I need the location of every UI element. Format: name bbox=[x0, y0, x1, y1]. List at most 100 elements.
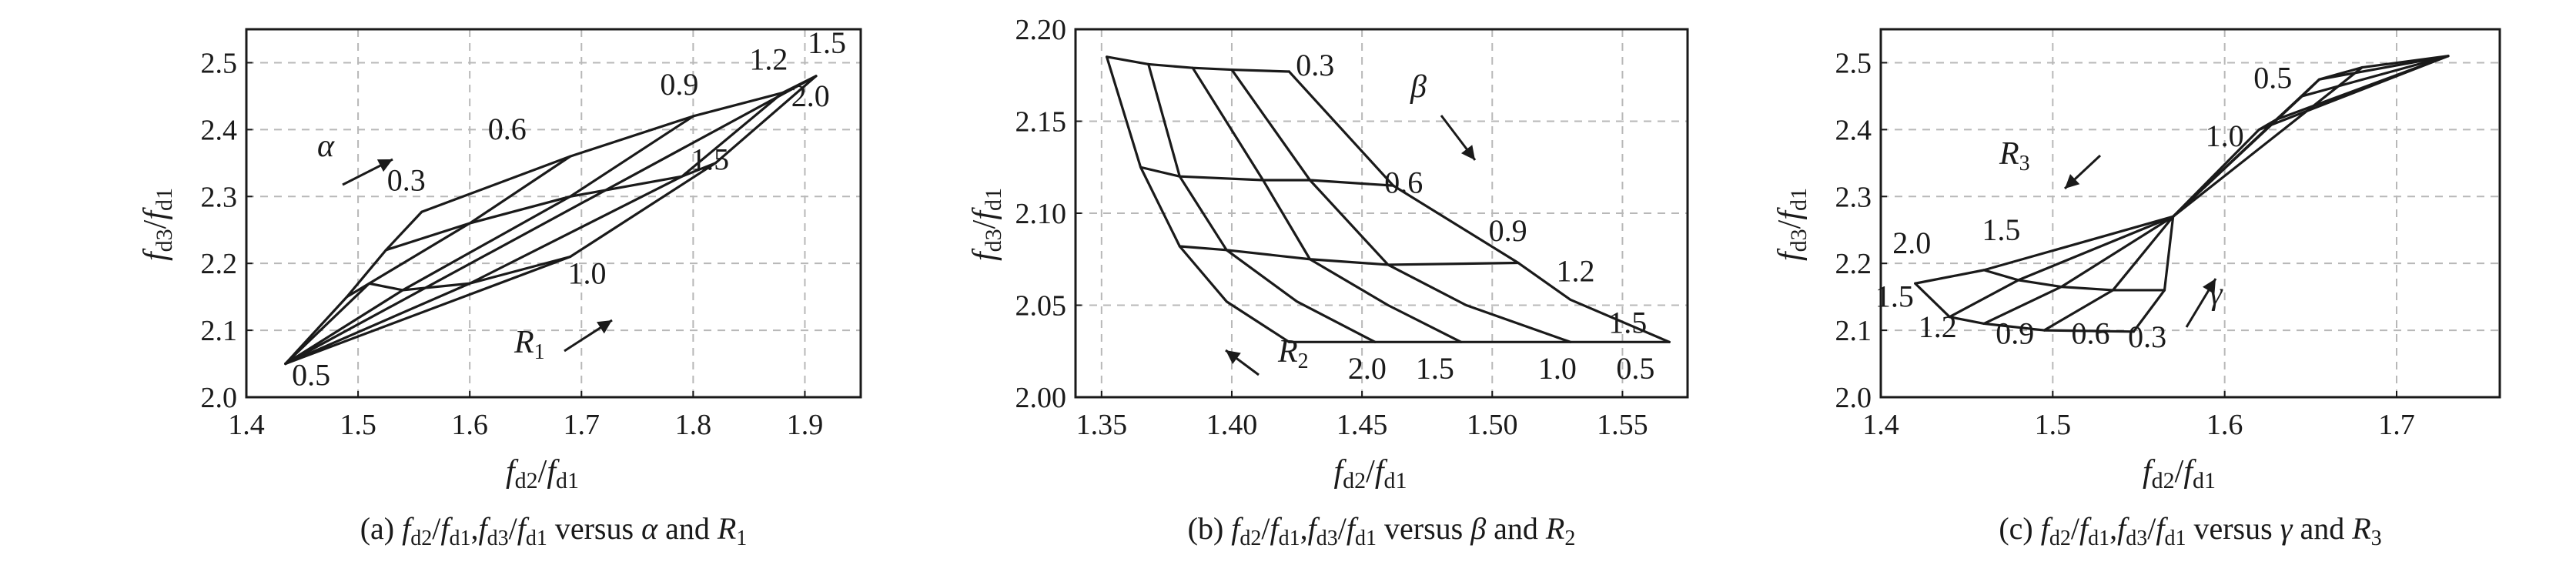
param2-label: 2.0 bbox=[1348, 351, 1387, 386]
y-tick-label: 2.10 bbox=[1015, 198, 1067, 230]
param1-curve-1.5 bbox=[284, 75, 818, 366]
x-tick-label: 1.55 bbox=[1597, 409, 1648, 441]
plot-frame bbox=[1879, 28, 2501, 399]
param1-label: 1.5 bbox=[1608, 305, 1647, 339]
y-axis-label: fd3/fd1 bbox=[138, 188, 177, 261]
param1-curve-1.2 bbox=[284, 91, 785, 366]
param2-curve-1.5 bbox=[384, 162, 717, 252]
x-tick-label: 1.5 bbox=[2035, 409, 2072, 441]
param1-label: 0.6 bbox=[488, 112, 527, 146]
param2-curve-1.5 bbox=[1982, 269, 2166, 292]
param2-label: 0.5 bbox=[2253, 60, 2292, 95]
alpha-arrow-head bbox=[376, 159, 393, 172]
x-tick-label: 1.8 bbox=[675, 409, 712, 441]
panel-caption: (a) fd2/fd1,fd3/fd1 versus α and R1 bbox=[360, 511, 748, 550]
y-tick-label: 2.05 bbox=[1015, 290, 1067, 323]
param2-curve-1.0 bbox=[2257, 65, 2364, 131]
x-axis-label: fd2/fd1 bbox=[1334, 454, 1407, 493]
param1-label: 1.2 bbox=[1557, 253, 1595, 288]
param1-label: 1.5 bbox=[808, 25, 846, 60]
param1-curve-1.2 bbox=[1948, 55, 2450, 319]
param1-curve-1.5 bbox=[1914, 55, 2450, 285]
x-tick-label: 1.5 bbox=[340, 409, 376, 441]
param1-label: 0.6 bbox=[1384, 165, 1423, 200]
param2-label: 0.5 bbox=[1616, 351, 1654, 386]
param2-curve-2.0 bbox=[1914, 282, 2135, 333]
panel-caption: (b) fd2/fd1,fd3/fd1 versus β and R2 bbox=[1188, 511, 1576, 550]
x-tick-label: 1.7 bbox=[2378, 409, 2415, 441]
y-tick-label: 2.1 bbox=[201, 315, 238, 347]
y-tick-label: 2.1 bbox=[1835, 315, 1872, 347]
y-tick-label: 2.0 bbox=[1835, 382, 1872, 414]
param2-label: 2.0 bbox=[1892, 226, 1931, 260]
y-axis-label: fd3/fd1 bbox=[967, 188, 1006, 261]
y-tick-label: 2.4 bbox=[1835, 114, 1872, 146]
y-axis-label: fd3/fd1 bbox=[1772, 188, 1812, 261]
y-tick-label: 2.2 bbox=[201, 248, 238, 280]
param1-curve-0.3 bbox=[2132, 55, 2450, 333]
param1-curve-0.6 bbox=[284, 155, 572, 366]
param2-curve-1.5 bbox=[1139, 165, 1395, 187]
param1-label: 0.9 bbox=[1996, 316, 2034, 350]
y-tick-label: 2.2 bbox=[1835, 248, 1872, 280]
param2-label: 2.0 bbox=[791, 79, 830, 113]
y-tick-label: 2.00 bbox=[1015, 382, 1067, 414]
chart-panel-3: 1.4 1.5 1.6 1.7 2.0 2.1 2.2 2.3 2.4 2.5 0.3 0.6 0.9 1… bbox=[1772, 28, 2501, 550]
x-tick-label: 1.4 bbox=[228, 409, 265, 441]
y-tick-label: 2.4 bbox=[201, 114, 238, 146]
param2-curve-2.0 bbox=[420, 75, 818, 213]
y-tick-label: 2.5 bbox=[1835, 47, 1872, 79]
r1-arrow-head bbox=[596, 320, 612, 334]
param2-curve-2.0 bbox=[1105, 55, 1291, 73]
x-tick-label: 1.35 bbox=[1076, 409, 1128, 441]
param1-label: 0.9 bbox=[660, 67, 698, 102]
beta-arrow-head bbox=[1460, 145, 1475, 160]
gamma-arrow-head bbox=[2202, 279, 2216, 295]
r3-arrow-head bbox=[2065, 174, 2080, 189]
y-tick-label: 2.3 bbox=[1835, 181, 1872, 213]
param1-label: 0.3 bbox=[2128, 319, 2166, 354]
y-tick-label: 2.0 bbox=[201, 382, 238, 414]
param2-label: 1.0 bbox=[2206, 119, 2244, 153]
x-tick-label: 1.40 bbox=[1206, 409, 1258, 441]
plot-frame bbox=[245, 28, 862, 399]
param1-curve-0.6 bbox=[1147, 62, 1377, 343]
param1-curve-0.9 bbox=[1191, 66, 1463, 343]
x-tick-label: 1.50 bbox=[1467, 409, 1518, 441]
param1-curve-1.2 bbox=[1230, 68, 1572, 343]
x-tick-label: 1.45 bbox=[1337, 409, 1388, 441]
x-tick-label: 1.9 bbox=[787, 409, 824, 441]
param1-label: 0.9 bbox=[1489, 213, 1527, 248]
y-tick-label: 2.15 bbox=[1015, 106, 1067, 139]
param2-curve-1.0 bbox=[1178, 245, 1520, 266]
param1-label: 1.2 bbox=[1919, 309, 1957, 344]
x-tick-label: 1.6 bbox=[2206, 409, 2243, 441]
param1-label: 0.6 bbox=[2071, 316, 2109, 350]
y-tick-label: 2.20 bbox=[1015, 14, 1067, 46]
param1-label: 0.3 bbox=[1296, 48, 1334, 82]
param2-label: 1.0 bbox=[1538, 351, 1577, 386]
r1-annotation: R1 bbox=[514, 325, 545, 364]
param1-curve-0.3 bbox=[1105, 55, 1291, 343]
x-axis-label: fd2/fd1 bbox=[2143, 454, 2216, 493]
param2-label: 1.5 bbox=[1982, 212, 2020, 247]
beta-annotation: β bbox=[1410, 69, 1427, 105]
alpha-annotation: α bbox=[317, 129, 335, 164]
r3-annotation: R3 bbox=[1999, 136, 2030, 176]
param1-label: 1.5 bbox=[1875, 279, 1914, 314]
x-tick-label: 1.4 bbox=[1862, 409, 1899, 441]
param2-label: 1.5 bbox=[1416, 351, 1454, 386]
param2-label: 1.5 bbox=[691, 142, 729, 177]
param2-curve-0.5 bbox=[284, 75, 818, 366]
param1-curve-1.5 bbox=[1287, 70, 1671, 343]
param1-curve-0.9 bbox=[284, 115, 694, 366]
x-axis-label: fd2/fd1 bbox=[506, 454, 579, 493]
x-tick-label: 1.6 bbox=[451, 409, 488, 441]
x-tick-label: 1.7 bbox=[564, 409, 601, 441]
chart-panel-2: 1.35 1.40 1.45 1.50 1.55 2.00 2.05 2.10 2.15 2.20… bbox=[967, 14, 1689, 550]
param2-label: 1.0 bbox=[568, 256, 607, 290]
param2-curve-1.0 bbox=[345, 255, 572, 299]
r2-arrow-head bbox=[1226, 350, 1241, 364]
param2-label: 0.5 bbox=[292, 357, 330, 392]
